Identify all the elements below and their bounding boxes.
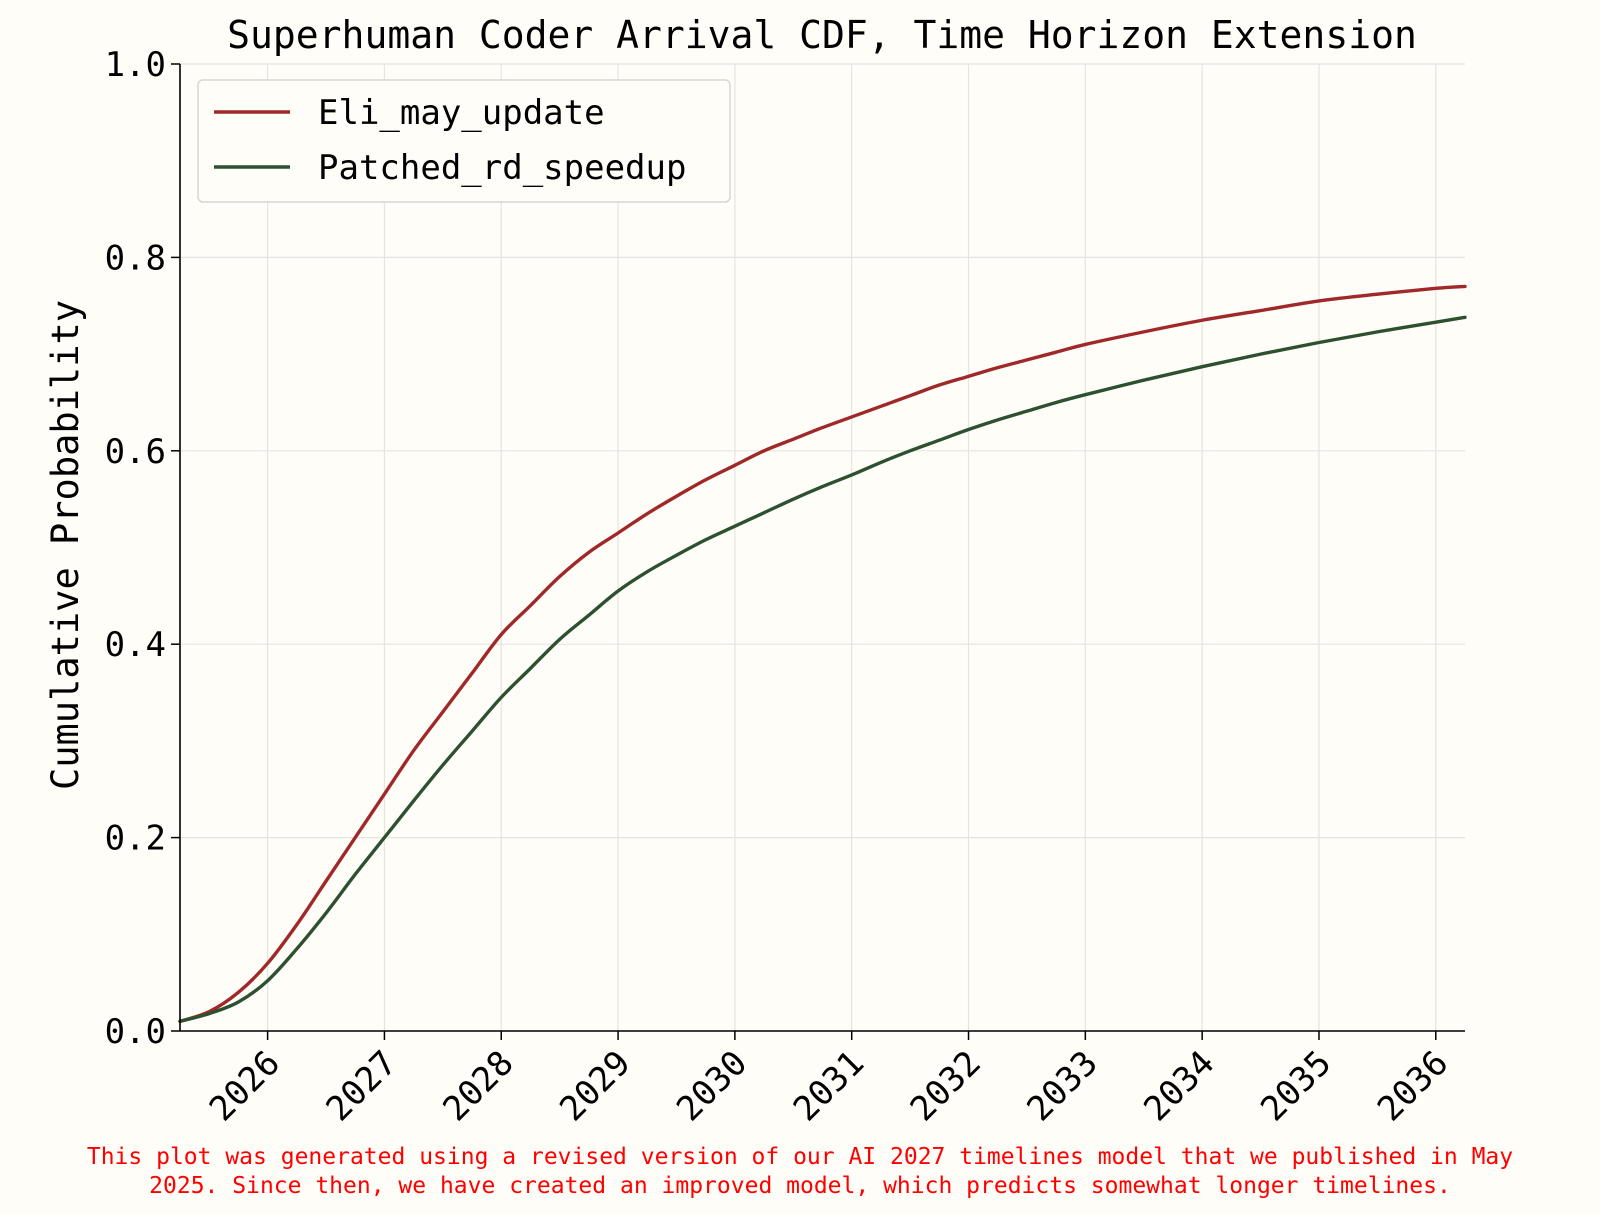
- x-tick-label: 2033: [1020, 1043, 1106, 1129]
- legend-label: Eli_may_update: [318, 93, 605, 133]
- footnote-line-1: This plot was generated using a revised …: [86, 1144, 1514, 1170]
- chart-title: Superhuman Coder Arrival CDF, Time Horiz…: [227, 13, 1417, 57]
- series-line-eli-may-update: [178, 284, 1467, 1024]
- x-tick-label: 2028: [435, 1043, 521, 1129]
- x-tick-label: 2027: [319, 1043, 405, 1129]
- y-axis-ticks: 0.0 0.2 0.4 0.6 0.8 1.0: [105, 45, 180, 1052]
- x-tick-label: 2030: [669, 1043, 755, 1129]
- y-tick-label: 0.4: [105, 625, 166, 665]
- footnote-line-2: 2025. Since then, we have created an imp…: [149, 1173, 1451, 1199]
- y-tick-label: 0.2: [105, 819, 166, 859]
- legend-label: Patched_rd_speedup: [318, 148, 686, 188]
- legend-box: [197, 79, 731, 203]
- y-tick-label: 0.0: [105, 1012, 166, 1052]
- grid-lines: [180, 63, 1465, 1032]
- x-tick-label: 2035: [1253, 1043, 1339, 1129]
- x-tick-label: 2029: [552, 1043, 638, 1129]
- y-tick-label: 0.8: [105, 238, 166, 278]
- x-tick-label: 2026: [202, 1043, 288, 1129]
- y-tick-label: 0.6: [105, 432, 166, 472]
- x-tick-label: 2031: [786, 1043, 872, 1129]
- y-axis-label: Cumulative Probability: [44, 300, 87, 790]
- x-tick-label: 2032: [903, 1043, 989, 1129]
- legend: Eli_may_update Patched_rd_speedup: [197, 79, 731, 203]
- series-layer: [178, 284, 1467, 1024]
- cdf-chart: 2026 2027 2028 2029 2030 2031 2032 2033 2034 2035…: [44, 13, 1467, 1129]
- x-axis-ticks: 2026 2027 2028 2029 2030 2031 2032 2033 2034 2035…: [202, 1031, 1456, 1129]
- axes: [179, 64, 1465, 1032]
- y-tick-label: 1.0: [105, 45, 166, 85]
- x-tick-label: 2034: [1136, 1043, 1222, 1129]
- x-tick-label: 2036: [1370, 1043, 1456, 1129]
- series-line-patched-rd-speedup: [178, 315, 1467, 1024]
- disclaimer-footnote: This plot was generated using a revised …: [0, 1143, 1600, 1201]
